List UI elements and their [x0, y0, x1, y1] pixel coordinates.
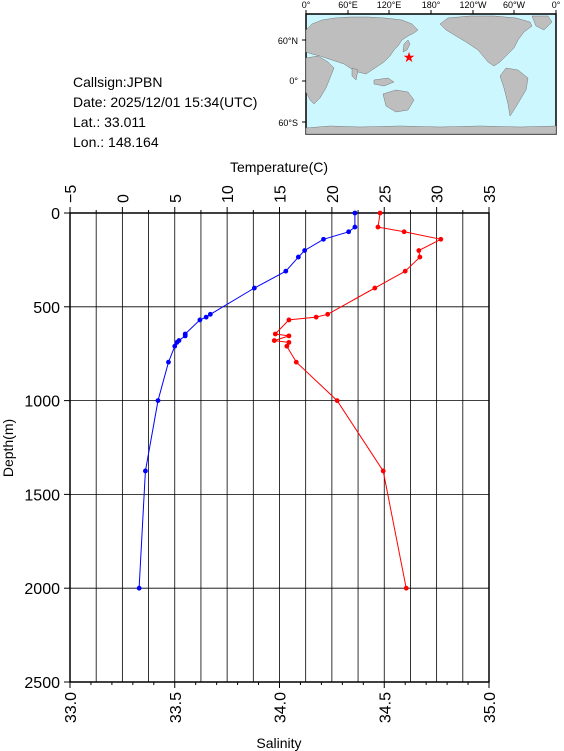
series-layer: [136, 210, 444, 591]
lat-text: Lat.: 33.011: [73, 114, 146, 130]
temperature-tick-label: 35: [482, 185, 499, 203]
temperature-line: [274, 212, 443, 589]
map-lat-label: 60°N: [278, 36, 298, 46]
salinity-point: [182, 333, 188, 339]
map-land: [305, 15, 557, 135]
temperature-tick-label: 20: [325, 185, 342, 203]
temperature-point: [272, 331, 278, 337]
map-lat-label: 0°: [289, 76, 298, 86]
map-lon-label: 60°W: [503, 0, 526, 10]
map-lat-label: 60°S: [278, 118, 298, 128]
temperature-axis-ticks: −5 0 5 10 15 20 25 30 35: [63, 185, 499, 213]
temperature-tick-label: 0: [115, 194, 132, 203]
salinity-tick-label: 33.0: [63, 692, 80, 723]
station-info: Callsign:JPBN Date: 2025/12/01 15:34(UTC…: [73, 72, 257, 152]
temperature-point: [402, 268, 408, 274]
temperature-tick-label: 15: [273, 185, 290, 203]
depth-axis-title: Depth(m): [0, 419, 16, 477]
chart-grid: [69, 213, 490, 682]
salinity-point: [346, 229, 352, 235]
salinity-point: [321, 236, 326, 242]
depth-axis-ticks: 0 500 1000 1500 2000 2500: [24, 206, 70, 692]
map-lon-label: 0°: [552, 0, 561, 10]
temperature-point: [372, 285, 378, 291]
temperature-point: [417, 254, 423, 260]
temperature-tick-label: 30: [430, 185, 447, 203]
salinity-point: [136, 585, 142, 591]
temperature-point: [286, 333, 292, 339]
temperature-point: [286, 340, 292, 345]
temperature-point: [403, 585, 409, 591]
salinity-axis-title: Salinity: [256, 735, 301, 751]
temperature-tick-label: −5: [63, 185, 80, 203]
salinity-series: [136, 210, 358, 591]
temperature-axis-title: Temperature(C): [230, 159, 328, 175]
depth-tick-label: 2000: [24, 581, 60, 598]
salinity-point: [172, 343, 178, 349]
salinity-tick-label: 33.5: [168, 692, 185, 723]
station-marker-icon: ★: [403, 50, 416, 66]
temperature-point: [438, 236, 444, 242]
temperature-point: [286, 317, 292, 323]
temperature-tick-label: 5: [168, 194, 185, 203]
callsign-text: Callsign:JPBN: [73, 74, 163, 90]
temperature-point: [401, 229, 407, 235]
salinity-point: [197, 317, 203, 323]
salinity-point: [283, 268, 289, 274]
temperature-point: [334, 398, 340, 403]
depth-tick-label: 0: [51, 206, 60, 223]
salinity-point: [166, 359, 171, 365]
temperature-point: [313, 314, 319, 320]
salinity-tick-label: 34.5: [377, 692, 394, 723]
location-map: 0° 60°E 120°E 180° 120°W 60°W 0° 60°N 0°…: [278, 0, 561, 135]
depth-tick-label: 500: [33, 300, 60, 317]
map-lon-label: 120°E: [377, 0, 402, 10]
temperature-point: [416, 248, 422, 253]
salinity-point: [174, 340, 180, 345]
salinity-point: [207, 311, 213, 317]
temperature-series: [271, 210, 444, 591]
map-frame-ticks: [302, 10, 557, 123]
salinity-tick-label: 35.0: [482, 692, 499, 723]
temperature-point: [377, 210, 383, 216]
depth-tick-label: 1500: [24, 487, 60, 504]
salinity-axis-ticks: 33.0 33.5 34.0 34.5 35.0: [63, 682, 499, 723]
map-lon-label: 60°E: [338, 0, 358, 10]
temperature-point: [293, 359, 299, 365]
salinity-point: [251, 285, 257, 291]
lon-text: Lon.: 148.164: [73, 134, 159, 150]
map-lon-label: 120°W: [459, 0, 487, 10]
date-text: Date: 2025/12/01 15:34(UTC): [73, 94, 258, 110]
depth-tick-label: 1000: [24, 394, 60, 411]
temperature-tick-label: 10: [220, 185, 237, 203]
salinity-point: [295, 254, 301, 260]
salinity-point: [203, 314, 209, 320]
temperature-tick-label: 25: [377, 185, 394, 203]
salinity-point: [352, 210, 358, 216]
temperature-point: [271, 338, 277, 343]
temperature-point: [325, 311, 331, 317]
depth-tick-label: 2500: [24, 675, 60, 692]
temperature-point: [380, 468, 386, 474]
temperature-point: [375, 224, 381, 230]
salinity-point: [302, 248, 308, 253]
map-lon-label: 180°: [422, 0, 441, 10]
map-lon-label: 0°: [302, 0, 311, 10]
salinity-point: [143, 468, 148, 474]
salinity-point: [352, 224, 358, 230]
salinity-tick-label: 34.0: [273, 692, 290, 723]
temperature-point: [284, 343, 290, 349]
salinity-point: [155, 398, 161, 403]
salinity-line: [138, 213, 356, 589]
